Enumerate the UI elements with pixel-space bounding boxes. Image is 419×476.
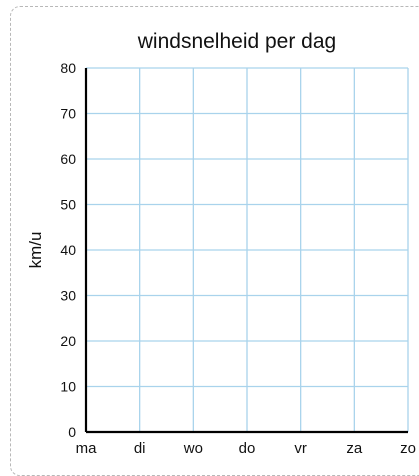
y-tick-label: 60 xyxy=(60,151,76,167)
x-tick-labels: ma di wo do vr za zo xyxy=(76,440,416,457)
y-tick-label: 50 xyxy=(60,197,76,213)
y-tick-labels: 0 10 20 30 40 50 60 70 80 xyxy=(60,60,76,440)
x-tick-label: za xyxy=(346,440,363,457)
y-tick-label: 40 xyxy=(60,242,76,258)
chart-title: windsnelheid per dag xyxy=(137,30,336,53)
x-tick-label: wo xyxy=(183,440,203,457)
axes xyxy=(84,68,408,434)
x-tick-label: ma xyxy=(76,440,97,457)
grid-lines xyxy=(86,67,409,432)
chart-card xyxy=(10,6,419,476)
x-tick-label: di xyxy=(134,440,146,457)
y-tick-label: 0 xyxy=(68,424,76,440)
x-tick-label: vr xyxy=(294,440,307,457)
y-tick-label: 10 xyxy=(60,379,76,395)
x-tick-label: zo xyxy=(400,440,416,457)
y-axis-label: km/u xyxy=(26,232,45,269)
y-tick-label: 30 xyxy=(60,288,76,304)
x-tick-label: do xyxy=(239,440,256,457)
y-tick-label: 80 xyxy=(60,60,76,76)
y-tick-label: 70 xyxy=(60,106,76,122)
y-tick-label: 20 xyxy=(60,333,76,349)
